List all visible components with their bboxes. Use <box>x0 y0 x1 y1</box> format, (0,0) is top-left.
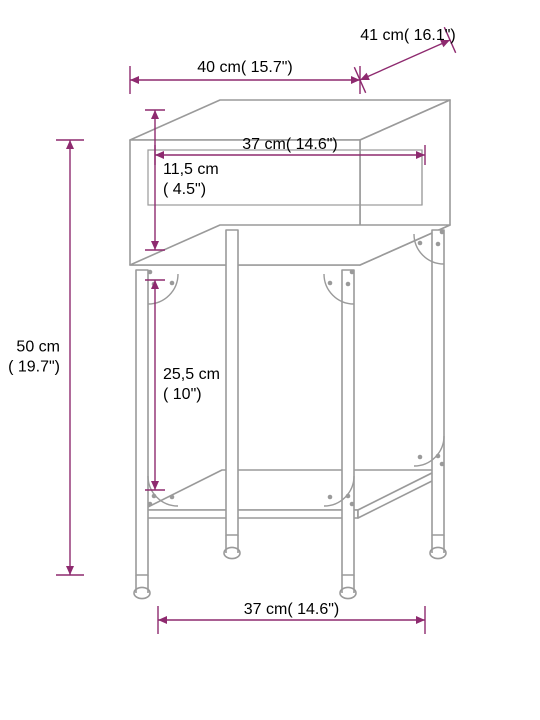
dimension-label: 37 cm( 14.6") <box>244 601 340 618</box>
dimension-label: 41 cm( 16.1") <box>360 27 456 44</box>
dimension-label: 50 cm <box>16 339 60 356</box>
dimension-label: ( 4.5") <box>163 181 206 198</box>
dimension-label: 40 cm( 15.7") <box>197 59 293 76</box>
dimension-label: ( 19.7") <box>8 359 60 376</box>
dimension-label: 37 cm( 14.6") <box>242 136 338 153</box>
dimension-label: 25,5 cm <box>163 366 220 383</box>
dimension-label: ( 10") <box>163 386 202 403</box>
dimension-label: 11,5 cm <box>163 161 219 178</box>
